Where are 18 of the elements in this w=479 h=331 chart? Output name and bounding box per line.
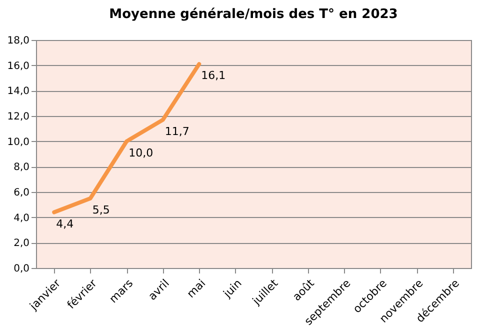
line-series <box>52 62 202 214</box>
y-tick-label: 14,0 <box>7 86 30 98</box>
x-tick-label: juin <box>220 276 244 301</box>
y-tick-label: 16,0 <box>7 60 30 72</box>
y-tick-label: 6,0 <box>14 188 30 198</box>
data-label: 11,7 <box>164 124 190 138</box>
y-tick-label: 12,0 <box>7 112 30 122</box>
data-label: 4,4 <box>56 217 74 230</box>
y-tick-label: 0,0 <box>14 264 30 274</box>
chart-title: Moyenne générale/mois des T° en 2023 <box>109 7 398 22</box>
y-tick-label: 2,0 <box>14 238 30 250</box>
data-label: 5,5 <box>92 203 110 216</box>
y-tick-label: 18,0 <box>7 36 30 46</box>
y-tick-label: 4,0 <box>14 212 30 224</box>
data-label: 16,1 <box>201 69 226 82</box>
data-label: 10,0 <box>128 146 154 160</box>
y-tick-label: 10,0 <box>7 136 30 148</box>
y-tick-label: 8,0 <box>14 162 30 174</box>
